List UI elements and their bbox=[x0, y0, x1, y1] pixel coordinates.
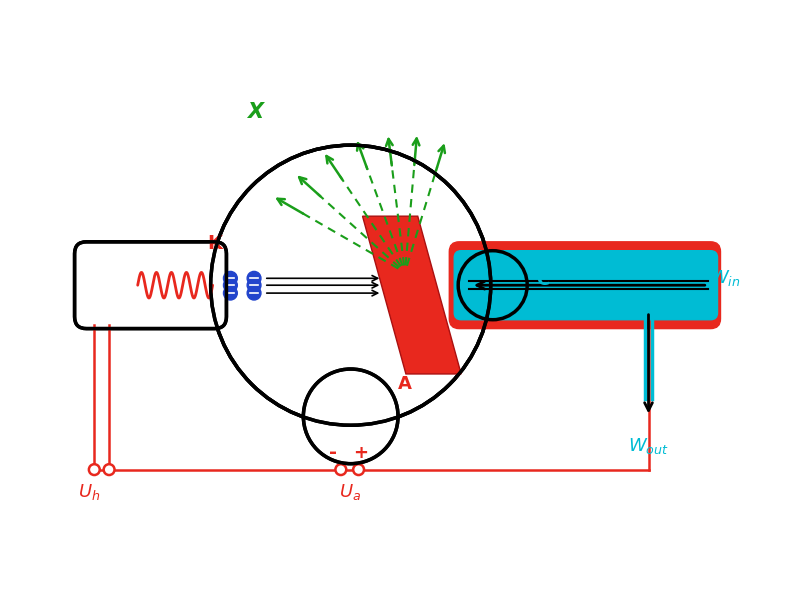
FancyBboxPatch shape bbox=[450, 242, 721, 329]
Text: K: K bbox=[207, 234, 222, 253]
Text: $W_{out}$: $W_{out}$ bbox=[628, 436, 669, 456]
Text: +: + bbox=[353, 444, 368, 462]
FancyBboxPatch shape bbox=[74, 242, 226, 329]
Text: $W_{in}$: $W_{in}$ bbox=[710, 268, 740, 289]
Circle shape bbox=[223, 286, 238, 300]
Text: X: X bbox=[247, 101, 263, 122]
Text: $U_h$: $U_h$ bbox=[78, 482, 101, 502]
Circle shape bbox=[458, 251, 527, 320]
Text: A: A bbox=[398, 375, 412, 393]
Text: C: C bbox=[536, 271, 550, 289]
Bar bbox=[459, 257, 494, 313]
Circle shape bbox=[247, 271, 261, 285]
Circle shape bbox=[223, 271, 238, 285]
FancyBboxPatch shape bbox=[454, 251, 718, 320]
Circle shape bbox=[247, 278, 261, 292]
Circle shape bbox=[104, 464, 114, 475]
Text: $U_a$: $U_a$ bbox=[338, 482, 361, 502]
Text: -: - bbox=[329, 443, 337, 462]
Circle shape bbox=[210, 145, 490, 425]
Polygon shape bbox=[362, 216, 461, 374]
Circle shape bbox=[353, 464, 364, 475]
Circle shape bbox=[335, 464, 346, 475]
Circle shape bbox=[247, 286, 261, 300]
Circle shape bbox=[223, 278, 238, 292]
Circle shape bbox=[89, 464, 100, 475]
Circle shape bbox=[303, 369, 398, 464]
